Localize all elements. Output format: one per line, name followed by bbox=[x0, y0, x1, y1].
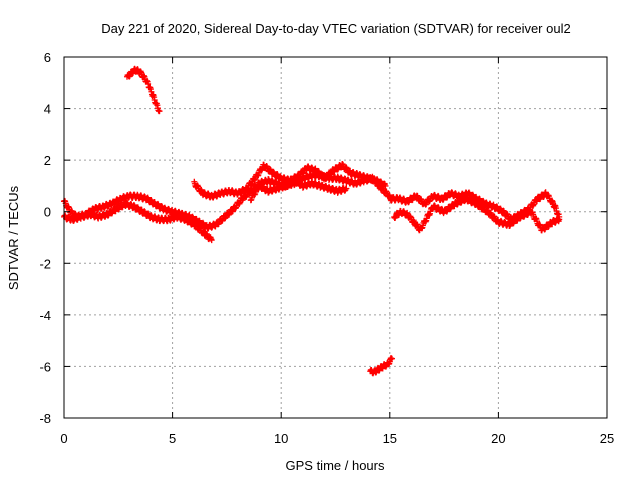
x-tick-label: 25 bbox=[600, 431, 614, 446]
x-tick-label: 15 bbox=[383, 431, 397, 446]
data-point bbox=[388, 355, 395, 362]
y-tick-label: 6 bbox=[44, 50, 51, 65]
series-track-c bbox=[191, 160, 389, 201]
y-tick-label: -6 bbox=[39, 359, 51, 374]
x-tick-label: 5 bbox=[169, 431, 176, 446]
series-track-d bbox=[247, 176, 350, 204]
x-tick-label: 10 bbox=[274, 431, 288, 446]
y-tick-label: 0 bbox=[44, 205, 51, 220]
y-tick-label: 4 bbox=[44, 102, 51, 117]
x-tick-label: 0 bbox=[60, 431, 67, 446]
y-tick-label: -2 bbox=[39, 256, 51, 271]
series-track-g bbox=[123, 65, 163, 115]
chart-title: Day 221 of 2020, Sidereal Day-to-day VTE… bbox=[101, 21, 570, 36]
series-track-a bbox=[61, 170, 393, 232]
data-point bbox=[156, 108, 163, 115]
plot-frame bbox=[63, 56, 608, 419]
x-axis: 0 5 10 15 20 25 bbox=[60, 57, 614, 446]
data-point bbox=[208, 237, 215, 244]
y-tick-label: 2 bbox=[44, 153, 51, 168]
data-points bbox=[61, 65, 563, 377]
y-tick-label: -8 bbox=[39, 411, 51, 426]
grid bbox=[64, 57, 607, 418]
data-point bbox=[556, 216, 563, 223]
y-axis: -8 -6 -4 -2 0 2 4 6 bbox=[39, 50, 607, 426]
series-track-f bbox=[391, 194, 563, 234]
x-axis-label: GPS time / hours bbox=[286, 458, 385, 473]
series-track-h bbox=[367, 355, 395, 377]
series-track-b bbox=[61, 199, 215, 244]
data-point bbox=[343, 185, 350, 192]
x-tick-label: 20 bbox=[491, 431, 505, 446]
y-axis-label: SDTVAR / TECUs bbox=[6, 185, 21, 290]
data-point bbox=[382, 182, 389, 189]
y-tick-label: -4 bbox=[39, 308, 51, 323]
